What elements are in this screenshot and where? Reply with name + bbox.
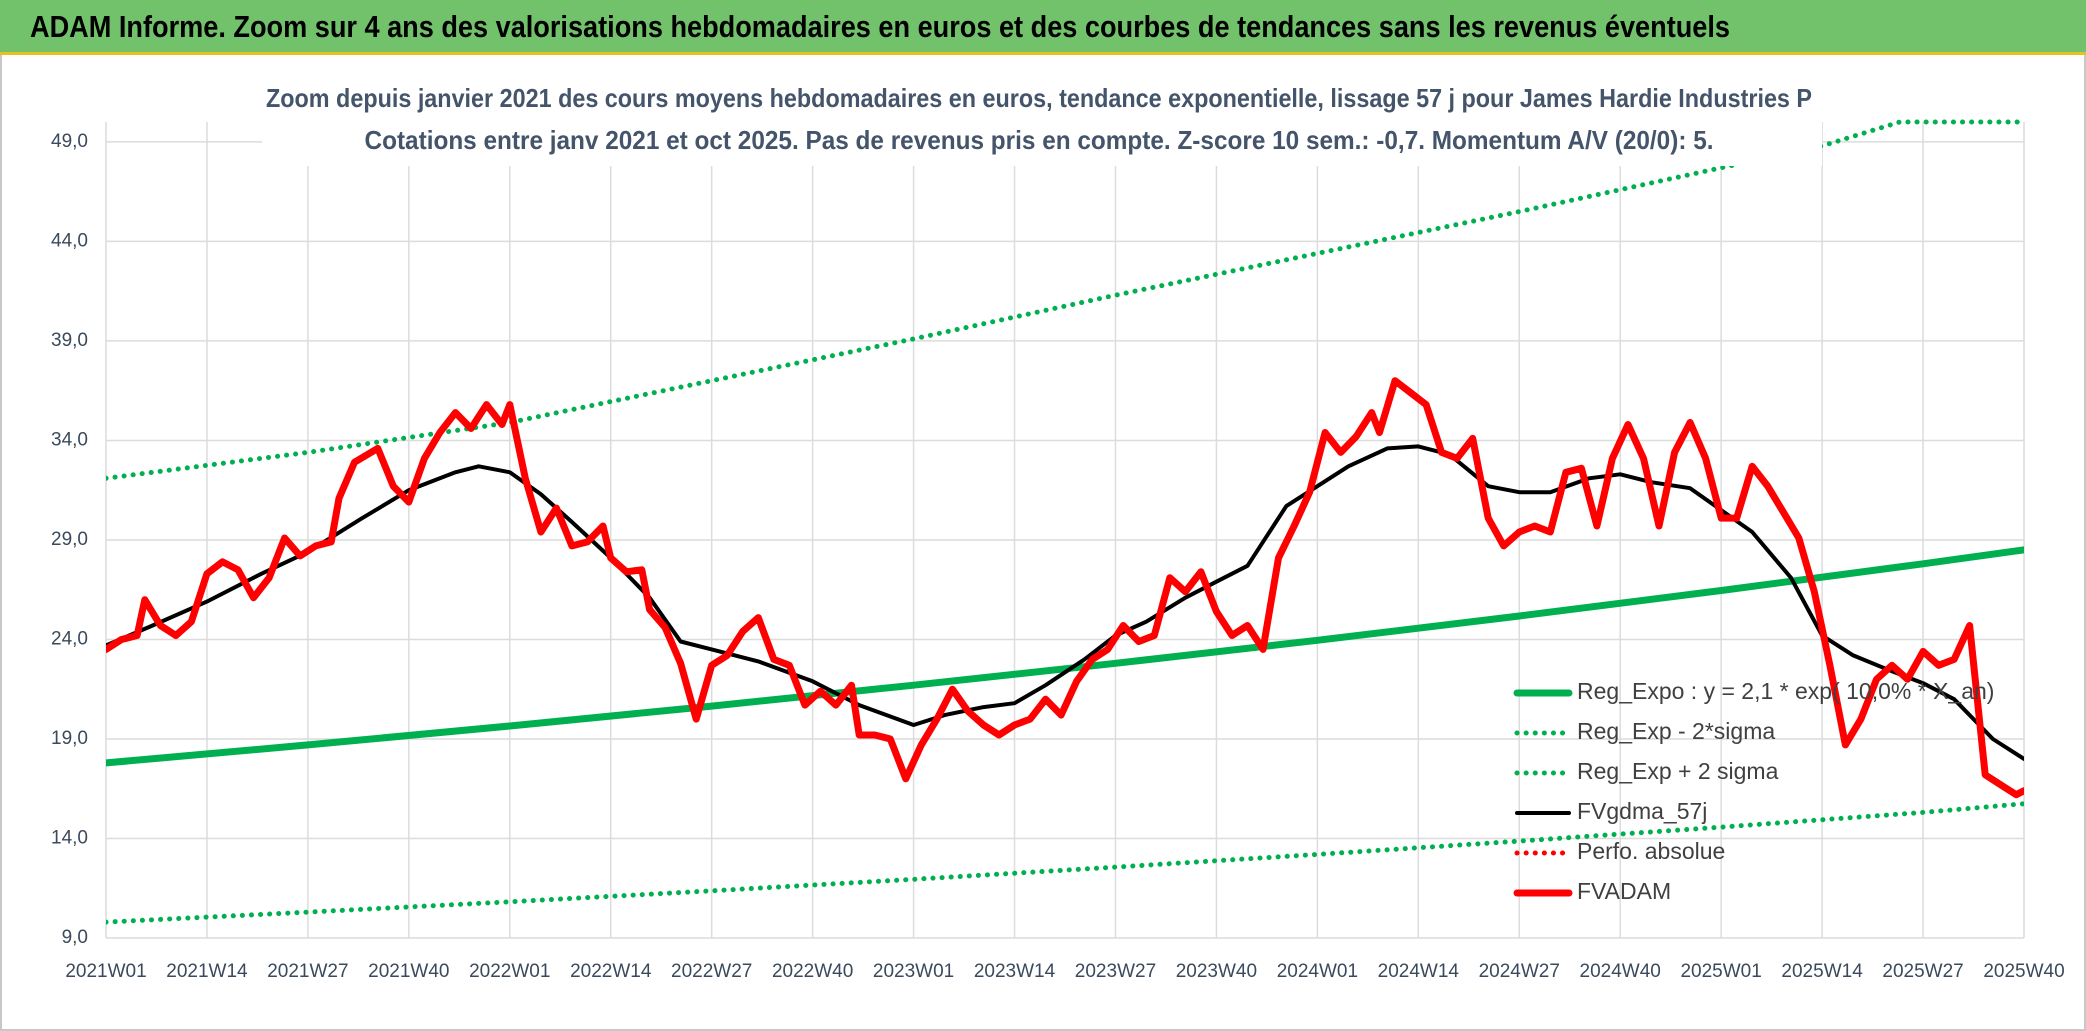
x-tick-label: 2022W27 [671,961,752,982]
x-tick-label: 2021W14 [166,961,248,982]
x-tick-label: 2023W27 [1075,961,1156,982]
y-tick-label: 19,0 [51,728,88,749]
x-tick-label: 2021W27 [267,961,348,982]
x-tick-label: 2022W14 [570,961,652,982]
x-tick-label: 2024W14 [1378,961,1460,982]
subtitle-line: Zoom depuis janvier 2021 des cours moyen… [266,83,1812,113]
x-tick-label: 2023W40 [1176,961,1257,982]
legend-label: FVADAM [1577,878,1671,904]
x-tick-label: 2024W27 [1479,961,1560,982]
y-tick-label: 44,0 [51,230,88,251]
legend-label: Reg_Expo : y = 2,1 * exp( 10,0% * X_an) [1577,678,1994,704]
plot-lines [106,119,2024,925]
y-tick-label: 14,0 [51,828,88,849]
subtitle-line: Cotations entre janv 2021 et oct 2025. P… [365,125,1714,155]
series-line [106,801,2024,925]
y-tick-label: 49,0 [51,131,88,152]
series-line [106,119,2024,481]
y-tick-label: 29,0 [51,529,88,550]
series-line [106,377,2024,799]
x-tick-label: 2022W01 [469,961,550,982]
y-tick-label: 24,0 [51,628,88,649]
x-tick-label: 2025W01 [1680,961,1761,982]
axis-ticks: 9,0 14,0 19,0 24,0 29,0 34,0 39,0 44,0 49,0 2021W… [51,131,2065,982]
y-tick-label: 39,0 [51,330,88,351]
x-tick-label: 2023W14 [974,961,1056,982]
legend-label: FVgdma_57j [1577,798,1707,824]
legend: Reg_Expo : y = 2,1 * exp( 10,0% * X_an) R… [1513,678,1994,904]
y-tick-label: 9,0 [62,927,88,948]
legend-label: Reg_Exp - 2*sigma [1577,718,1775,744]
x-tick-label: 2025W27 [1882,961,1963,982]
x-tick-label: 2021W40 [368,961,449,982]
y-tick-label: 34,0 [51,429,88,450]
x-tick-label: 2021W01 [65,961,146,982]
series-line [106,546,2024,767]
x-tick-label: 2025W14 [1781,961,1863,982]
header-bar [0,0,2086,54]
legend-label: Reg_Exp + 2 sigma [1577,758,1779,784]
header-rule [0,52,2086,55]
x-tick-label: 2025W40 [1983,961,2064,982]
x-tick-label: 2022W40 [772,961,853,982]
grid [105,122,2025,939]
header-title: ADAM Informe. Zoom sur 4 ans des valoris… [30,9,1730,44]
x-tick-label: 2024W40 [1580,961,1661,982]
x-tick-label: 2023W01 [873,961,954,982]
legend-label: Perfo. absolue [1577,838,1725,864]
x-tick-label: 2024W01 [1277,961,1358,982]
subtitle-background [262,80,1822,166]
